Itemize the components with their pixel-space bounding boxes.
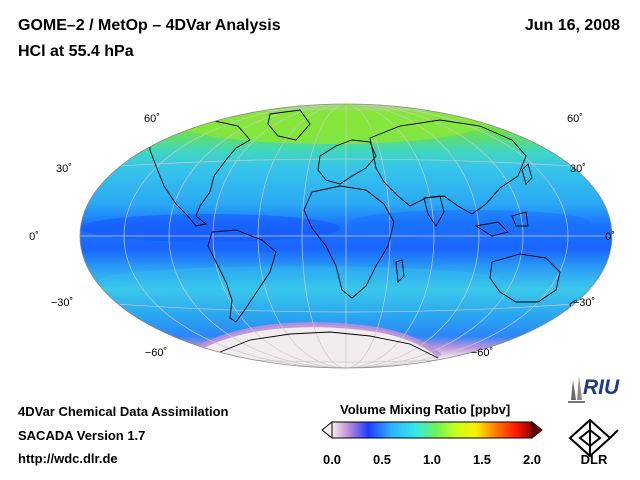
southern-midlat-band [100, 266, 500, 294]
colorbar-tick: 2.0 [522, 452, 542, 467]
colorbar-gradient [331, 421, 533, 439]
tropical-low-band [80, 214, 340, 242]
lat-label-30n-left: 30˚ [56, 163, 72, 175]
colorbar-tick: 1.5 [472, 452, 492, 467]
footer-line-2: SACADA Version 1.7 [18, 428, 146, 443]
lat-label-60s-right: −60˚ [471, 347, 493, 359]
coastlines [149, 109, 579, 359]
colorbar-high-arrow [531, 420, 543, 440]
map-border [79, 103, 613, 369]
lat-label-30n-right: 30˚ [570, 163, 586, 175]
tropical-low-band-east [350, 210, 590, 234]
footer-link[interactable]: http://wdc.dlr.de [18, 451, 118, 466]
riu-logo-text: RIU [583, 376, 620, 399]
lat-label-60n-left: 60˚ [144, 113, 160, 125]
lat-label-eq-right: 0˚ [605, 231, 615, 243]
riu-logo: RIU [568, 376, 620, 403]
colorbar-low-arrow [321, 420, 333, 440]
lat-label-30s-left: −30˚ [51, 297, 73, 309]
lat-label-eq-left: 0˚ [29, 231, 39, 243]
lat-label-60n-right: 60˚ [567, 113, 583, 125]
lat-label-60s-left: −60˚ [145, 347, 167, 359]
colorbar [321, 420, 543, 440]
dlr-logo: DLR [568, 418, 619, 466]
dlr-symbol-icon [568, 418, 619, 458]
map-title: GOME–2 / MetOp – 4DVar Analysis [18, 17, 281, 34]
colorbar-tick: 0.0 [322, 452, 342, 467]
analysis-date: Jun 16, 2008 [524, 17, 620, 34]
map-subtitle: HCl at 55.4 hPa [18, 43, 134, 60]
colorbar-title: Volume Mixing Ratio [ppbv] [340, 402, 511, 417]
dlr-logo-text: DLR [581, 452, 608, 466]
colorbar-tick: 0.5 [372, 452, 392, 467]
colorbar-tick: 1.0 [422, 452, 442, 467]
lat-label-30s-right: −30˚ [573, 297, 595, 309]
footer-line-1: 4DVar Chemical Data Assimilation [18, 404, 229, 419]
